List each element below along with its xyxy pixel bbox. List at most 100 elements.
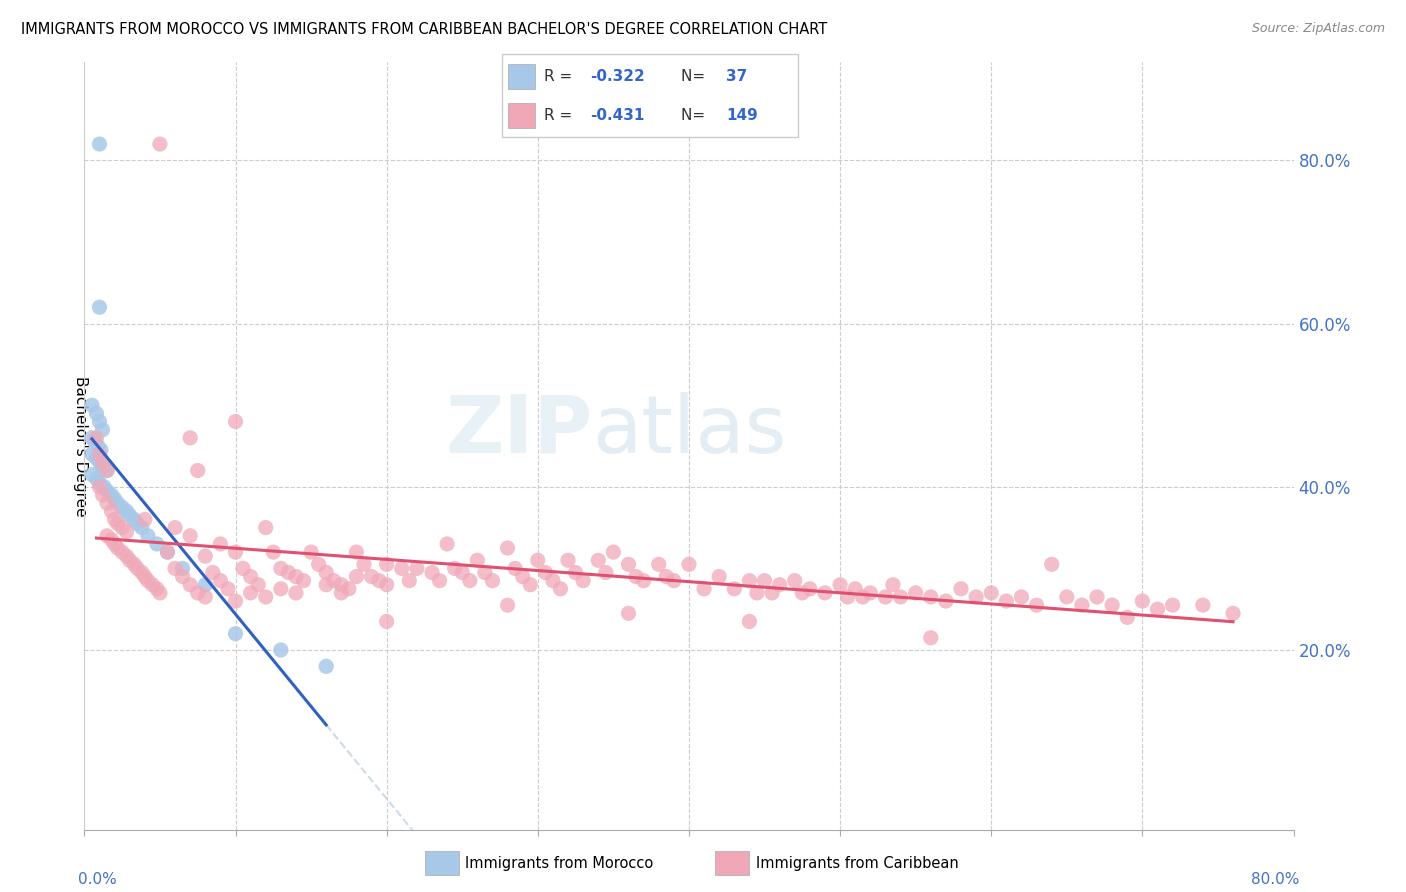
Point: [209, 574, 232, 588]
Point: [368, 574, 391, 588]
Text: -0.431: -0.431: [591, 108, 644, 123]
Point: [96, 529, 118, 543]
Point: [247, 578, 270, 592]
Point: [1025, 598, 1047, 612]
Point: [96, 496, 118, 510]
Point: [920, 590, 942, 604]
Point: [141, 578, 163, 592]
Point: [496, 541, 519, 555]
Point: [693, 582, 716, 596]
Point: [89, 415, 111, 429]
Point: [277, 566, 299, 580]
Point: [745, 586, 768, 600]
Point: [572, 574, 595, 588]
Point: [225, 415, 247, 429]
Point: [443, 561, 465, 575]
Point: [1056, 590, 1078, 604]
Point: [91, 423, 114, 437]
Text: atlas: atlas: [592, 392, 786, 470]
Point: [904, 586, 927, 600]
Point: [122, 558, 145, 572]
Point: [1130, 594, 1153, 608]
Point: [107, 496, 129, 510]
Point: [270, 643, 292, 657]
Point: [315, 659, 337, 673]
Point: [299, 545, 322, 559]
Text: R =: R =: [544, 108, 578, 123]
Point: [111, 520, 134, 534]
Point: [156, 545, 179, 559]
Point: [127, 516, 149, 531]
Point: [96, 483, 118, 498]
Point: [292, 574, 315, 588]
Point: [80, 398, 103, 412]
Point: [965, 590, 987, 604]
Point: [662, 574, 685, 588]
Point: [481, 574, 503, 588]
Point: [814, 586, 837, 600]
Point: [754, 574, 776, 588]
Point: [496, 598, 519, 612]
Point: [100, 488, 122, 502]
Point: [467, 553, 489, 567]
Point: [859, 586, 882, 600]
FancyBboxPatch shape: [508, 103, 536, 128]
Point: [875, 590, 897, 604]
Point: [86, 406, 108, 420]
Point: [104, 491, 127, 506]
Point: [172, 569, 194, 583]
Point: [187, 463, 209, 477]
Text: Source: ZipAtlas.com: Source: ZipAtlas.com: [1251, 22, 1385, 36]
Point: [115, 504, 138, 518]
Point: [375, 578, 398, 592]
Point: [270, 582, 292, 596]
Point: [91, 459, 114, 474]
Point: [89, 300, 111, 314]
Point: [136, 529, 159, 543]
Point: [950, 582, 973, 596]
Point: [149, 586, 172, 600]
Point: [87, 439, 110, 453]
Point: [322, 574, 344, 588]
Point: [194, 549, 217, 564]
Point: [1085, 590, 1108, 604]
Point: [285, 569, 308, 583]
Point: [179, 529, 201, 543]
Point: [1011, 590, 1033, 604]
Point: [792, 586, 814, 600]
Point: [337, 582, 360, 596]
Point: [602, 545, 624, 559]
Point: [655, 569, 678, 583]
Point: [201, 566, 224, 580]
Point: [315, 578, 337, 592]
Point: [84, 434, 107, 449]
Point: [111, 545, 134, 559]
Point: [232, 561, 254, 575]
Point: [131, 520, 153, 534]
Point: [254, 590, 277, 604]
Point: [209, 537, 232, 551]
Point: [503, 561, 526, 575]
Point: [239, 586, 262, 600]
Point: [330, 578, 353, 592]
Text: Immigrants from Morocco: Immigrants from Morocco: [465, 855, 652, 871]
Point: [262, 545, 284, 559]
Point: [146, 537, 169, 551]
Point: [844, 582, 866, 596]
Point: [270, 561, 292, 575]
Point: [799, 582, 821, 596]
Point: [330, 586, 353, 600]
Point: [557, 553, 579, 567]
Text: 80.0%: 80.0%: [1251, 871, 1299, 887]
Point: [122, 512, 145, 526]
Point: [118, 508, 141, 523]
Point: [225, 626, 247, 640]
Point: [375, 558, 398, 572]
FancyBboxPatch shape: [502, 54, 799, 137]
Text: -0.322: -0.322: [591, 69, 644, 84]
Point: [633, 574, 655, 588]
Y-axis label: Bachelor's Degree: Bachelor's Degree: [73, 376, 89, 516]
Point: [172, 561, 194, 575]
Point: [935, 594, 957, 608]
Point: [115, 524, 138, 539]
